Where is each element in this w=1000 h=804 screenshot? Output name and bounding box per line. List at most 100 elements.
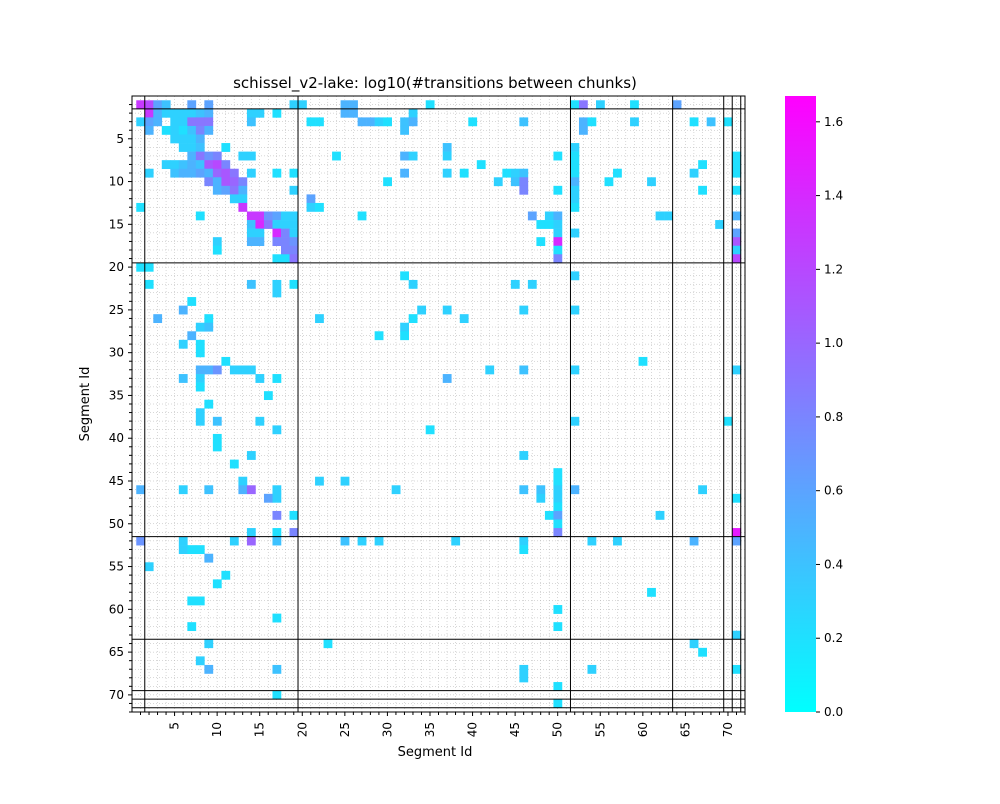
heatmap-cell	[272, 493, 282, 503]
heatmap-cell	[178, 125, 188, 135]
heatmap-cell	[238, 476, 248, 486]
heatmap-cell	[655, 211, 665, 221]
heatmap-cell	[289, 279, 299, 289]
y-tick-label: 35	[109, 388, 124, 402]
heatmap-cell	[519, 536, 529, 546]
heatmap-cell	[715, 220, 725, 229]
heatmap-cell	[289, 510, 299, 520]
heatmap-cell	[272, 168, 282, 178]
heatmap-cell	[553, 502, 563, 512]
heatmap-cell	[689, 536, 699, 546]
heatmap-cell	[553, 254, 563, 264]
heatmap-cell	[706, 117, 716, 127]
heatmap-cell	[442, 143, 452, 152]
heatmap-cell	[221, 185, 231, 195]
heatmap-cell	[689, 639, 699, 649]
heatmap-cell	[221, 177, 231, 187]
heatmap-cell	[229, 536, 239, 546]
heatmap-cell	[246, 485, 256, 495]
heatmap-cell	[289, 528, 299, 537]
heatmap-cell	[170, 125, 180, 135]
heatmap-cell	[553, 510, 563, 520]
heatmap-cell	[272, 220, 282, 229]
heatmap-cell	[383, 117, 392, 127]
heatmap-cell	[698, 160, 707, 170]
heatmap-cell	[442, 374, 452, 383]
heatmap-cell	[357, 211, 367, 221]
colorbar-tick-label: 1.0	[824, 336, 843, 350]
heatmap-cell	[613, 536, 622, 546]
heatmap-cell	[570, 168, 580, 178]
heatmap-cell	[229, 365, 239, 375]
heatmap-cell	[187, 160, 197, 170]
heatmap-cell	[255, 237, 265, 247]
heatmap-cell	[400, 125, 410, 135]
heatmap-cell	[315, 202, 324, 212]
heatmap-cell	[519, 185, 529, 195]
heatmap-cell	[587, 536, 597, 546]
heatmap-cell	[587, 117, 597, 127]
heatmap-cell	[519, 673, 529, 683]
y-tick-label: 20	[109, 260, 124, 274]
heatmap-cell	[178, 168, 188, 178]
y-tick-label: 65	[109, 645, 124, 659]
heatmap-cell	[732, 151, 742, 161]
heatmap-cell	[306, 202, 316, 212]
heatmap-cell	[647, 177, 656, 187]
heatmap-cell	[289, 245, 299, 255]
heatmap-cell	[400, 168, 410, 178]
heatmap-cell	[195, 151, 205, 161]
heatmap-cell	[212, 433, 222, 443]
heatmap-cell	[374, 536, 384, 546]
heatmap-cell	[510, 279, 520, 289]
heatmap-cell	[229, 168, 239, 178]
heatmap-cell	[553, 245, 563, 255]
heatmap-cell	[519, 305, 529, 315]
heatmap-cell	[570, 271, 580, 281]
heatmap-cell	[280, 237, 290, 247]
heatmap-cell	[280, 220, 290, 229]
heatmap-cell	[732, 160, 742, 170]
heatmap-cell	[272, 613, 282, 623]
heatmap-cell	[553, 519, 563, 529]
heatmap-cell	[689, 117, 699, 127]
heatmap-cell	[553, 228, 563, 238]
heatmap-cell	[170, 168, 180, 178]
heatmap-cell	[204, 108, 214, 118]
heatmap-cell	[212, 177, 222, 187]
heatmap-cell	[408, 117, 418, 127]
heatmap-cell	[578, 100, 588, 110]
x-axis: 5 10 15 20 25 30 35 40 45 50 55 60 65 70	[140, 712, 746, 737]
heatmap-cell	[246, 279, 256, 289]
heatmap-cell	[289, 168, 299, 178]
heatmap-cell	[246, 237, 256, 247]
heatmap-cell	[212, 185, 222, 195]
heatmap-cell	[655, 510, 665, 520]
heatmap-cell	[510, 168, 520, 178]
heatmap-cell	[493, 177, 503, 187]
heatmap-cell	[238, 194, 248, 204]
heatmap-cell	[212, 416, 222, 426]
heatmap-cell	[732, 493, 742, 503]
heatmap-cell	[178, 339, 188, 349]
heatmap-cell	[544, 220, 554, 229]
heatmap-cell	[187, 297, 197, 306]
x-tick-label: 10	[210, 722, 224, 737]
heatmap-cell	[553, 528, 563, 537]
heatmap-cell	[315, 117, 324, 127]
heatmap-cell	[289, 220, 299, 229]
heatmap-cell	[144, 279, 154, 289]
heatmap-cell	[204, 553, 214, 563]
heatmap-cell	[255, 374, 265, 383]
heatmap-cell	[519, 117, 529, 127]
heatmap-cell	[204, 168, 214, 178]
heatmap-cell	[578, 117, 588, 127]
heatmap-cell	[204, 365, 214, 375]
heatmap-cell	[408, 314, 418, 324]
heatmap-cell	[280, 254, 290, 264]
heatmap-cell	[527, 211, 537, 221]
heatmap-cell	[442, 151, 452, 161]
heatmap-cell	[195, 348, 205, 358]
heatmap-cell	[187, 134, 197, 144]
heatmap-cell	[672, 100, 682, 110]
